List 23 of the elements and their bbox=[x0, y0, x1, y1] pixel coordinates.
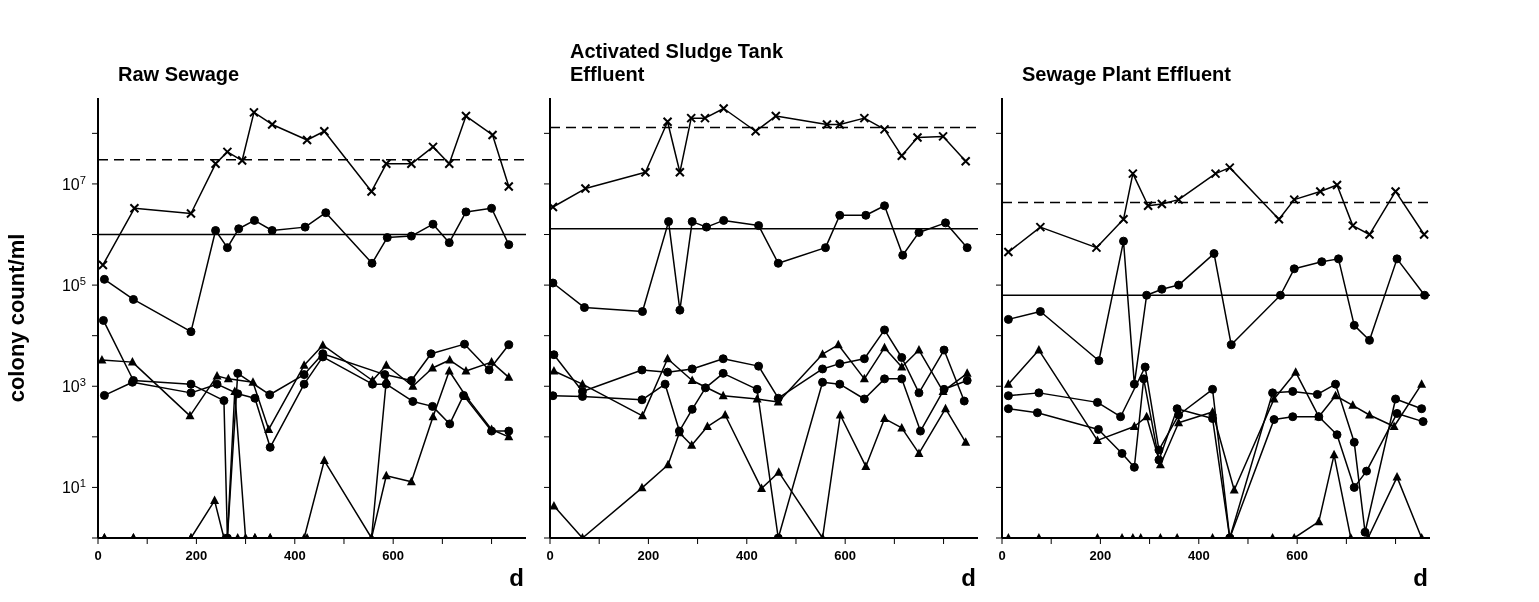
y-tick-label: 10$^{5}$ bbox=[61, 275, 86, 295]
x-tick-label: 600 bbox=[834, 548, 857, 563]
x-tick-label: 0 bbox=[998, 548, 1006, 563]
x-axis-title: d bbox=[961, 564, 976, 591]
x-tick-label: 400 bbox=[735, 548, 758, 563]
chart-title: Raw Sewage bbox=[117, 62, 241, 87]
y-tick-label: 10$^{3}$ bbox=[61, 376, 86, 396]
x-tick-label: 200 bbox=[185, 548, 208, 563]
x-tick-label: 600 bbox=[1286, 548, 1309, 563]
x-tick-label: 600 bbox=[382, 548, 405, 563]
y-tick-label: 10$^{7}$ bbox=[61, 173, 86, 193]
x-tick-label: 200 bbox=[637, 548, 660, 563]
x-axis-title: d bbox=[1413, 564, 1428, 591]
x-tick-label: 0 bbox=[94, 548, 102, 563]
chart-title: Sewage Plant Effluent bbox=[1021, 62, 1232, 87]
chart-title: Activated Sludge Tank Effluent bbox=[569, 39, 784, 87]
x-tick-label: 0 bbox=[546, 548, 554, 563]
x-axis-title: d bbox=[509, 564, 524, 591]
x-tick-label: 400 bbox=[283, 548, 306, 563]
x-tick-label: 200 bbox=[1089, 548, 1112, 563]
x-tick-label: 400 bbox=[1187, 548, 1210, 563]
y-tick-label: 10$^{1}$ bbox=[61, 477, 86, 497]
y-axis-title: colony count/ml bbox=[3, 233, 29, 403]
